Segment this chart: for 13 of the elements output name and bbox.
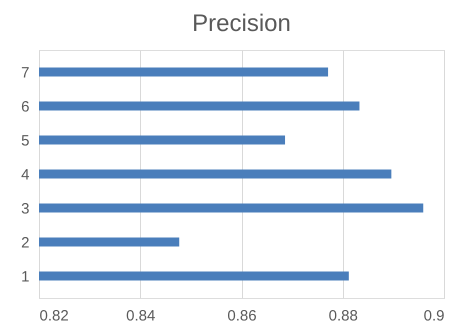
y-tick-label: 5 [21, 132, 30, 150]
x-tick-label: 0.9 [424, 308, 444, 324]
chart-title: Precision [192, 10, 291, 37]
x-tick-label: 0.88 [328, 308, 358, 324]
y-tick-label: 6 [21, 98, 30, 116]
x-tick-label: 0.84 [126, 308, 156, 324]
y-tick-label: 2 [21, 234, 30, 252]
y-tick-label: 1 [21, 268, 30, 286]
y-tick-label: 7 [21, 64, 30, 82]
x-tick-label: 0.86 [227, 308, 257, 324]
x-tick-label: 0.82 [40, 308, 69, 324]
y-tick-label: 4 [21, 166, 30, 184]
y-tick-label: 3 [21, 200, 30, 218]
